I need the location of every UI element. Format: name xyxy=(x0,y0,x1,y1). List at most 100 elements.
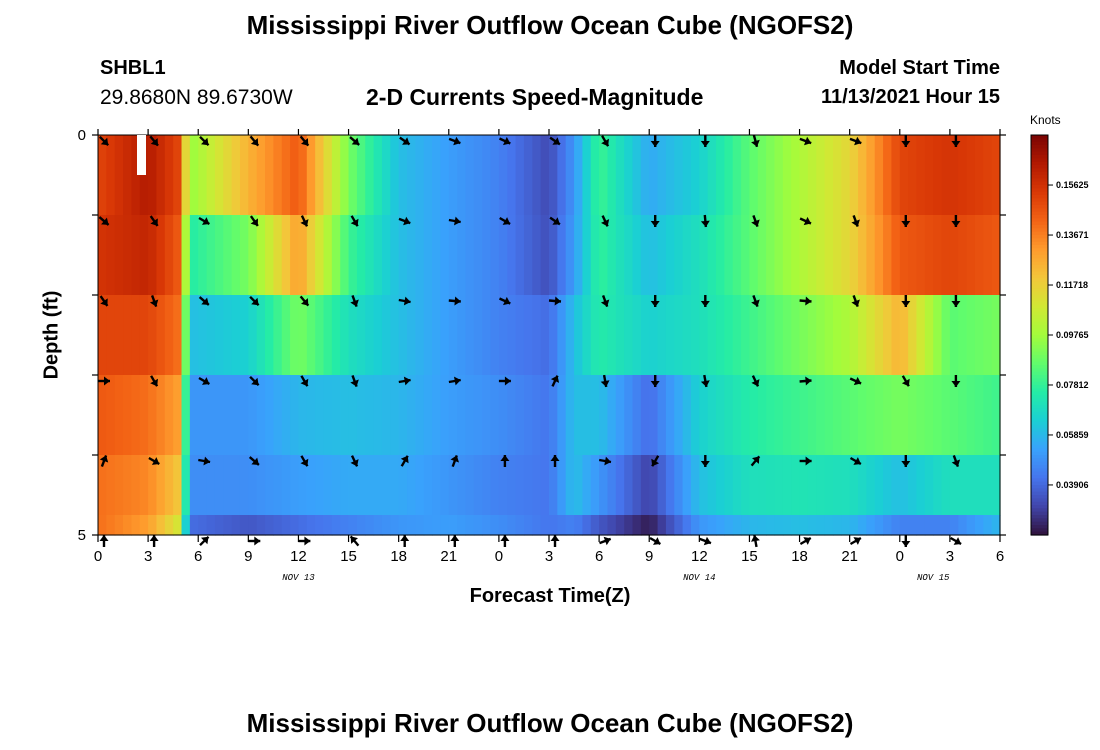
colorbar-segment xyxy=(1031,421,1048,426)
heatmap-cell xyxy=(782,215,792,296)
vector-head xyxy=(301,138,309,146)
colorbar-segment xyxy=(1031,275,1048,279)
heatmap-cell xyxy=(432,455,442,516)
heatmap-cell xyxy=(373,515,383,536)
colorbar-segment xyxy=(1031,311,1048,316)
heatmap-cell xyxy=(908,135,918,216)
current-vector xyxy=(600,294,610,308)
colorbar-segment xyxy=(1031,488,1048,493)
heatmap-cell xyxy=(273,215,283,296)
colorbar-segment xyxy=(1031,185,1048,189)
current-vector xyxy=(550,375,560,387)
heatmap-cell xyxy=(832,135,842,216)
colorbar-segment xyxy=(1031,168,1048,173)
heatmap-cell xyxy=(849,515,859,536)
heatmap-cell xyxy=(983,375,993,456)
current-vector xyxy=(248,536,261,546)
heatmap-cell xyxy=(941,375,951,456)
heatmap-cell xyxy=(265,135,274,216)
heatmap-cell xyxy=(256,375,266,456)
second-chart-title: Mississippi River Outflow Ocean Cube (NG… xyxy=(246,708,854,738)
heatmap-cell xyxy=(599,455,609,516)
colorbar-segment xyxy=(1031,231,1048,236)
heatmap-cell xyxy=(298,135,308,216)
heatmap-cell xyxy=(131,455,141,516)
heatmap-cell xyxy=(340,515,350,536)
vector-head xyxy=(304,536,311,546)
heatmap-cell xyxy=(457,375,467,456)
heatmap-cell xyxy=(356,215,366,296)
heatmap-cell xyxy=(565,375,575,456)
x-tick-label: 0 xyxy=(896,548,904,565)
heatmap-row xyxy=(98,135,1001,216)
colorbar-segment xyxy=(1031,285,1048,289)
heatmap-cell xyxy=(273,515,283,536)
heatmap-cell xyxy=(198,215,208,296)
heatmap-cell xyxy=(657,215,667,296)
heatmap-cell xyxy=(874,295,884,376)
heatmap-cell xyxy=(607,455,617,516)
vector-head xyxy=(700,220,710,227)
heatmap-cell xyxy=(707,455,717,516)
heatmap-cell xyxy=(983,515,993,536)
colorbar-segment xyxy=(1031,248,1048,253)
current-vector xyxy=(199,535,210,547)
vector-head xyxy=(400,455,409,464)
heatmap-cell xyxy=(189,295,199,376)
colorbar-segment xyxy=(1031,451,1048,456)
heatmap-cell xyxy=(574,515,584,536)
colorbar-segment xyxy=(1031,351,1048,356)
heatmap-cell xyxy=(958,215,968,296)
heatmap-cell xyxy=(766,455,776,516)
heatmap-cell xyxy=(933,215,943,296)
colorbar-segment xyxy=(1031,255,1048,259)
colorbar-segment xyxy=(1031,181,1048,186)
vector-head xyxy=(752,456,760,464)
heatmap-cell xyxy=(448,455,458,516)
y-tick-label: 5 xyxy=(78,527,86,544)
heatmap-cell xyxy=(757,215,767,296)
colorbar-segment xyxy=(1031,388,1048,393)
heatmap-cell xyxy=(123,135,133,216)
vector-head xyxy=(150,378,158,387)
heatmap-cell xyxy=(139,135,149,216)
heatmap-cell xyxy=(390,215,400,296)
current-vector xyxy=(350,215,359,227)
heatmap-cell xyxy=(599,375,609,456)
heatmap-cell xyxy=(991,295,1001,376)
heatmap-cell xyxy=(98,515,107,536)
current-vector xyxy=(448,376,461,386)
heatmap-cell xyxy=(423,515,433,536)
heatmap-cell xyxy=(941,215,951,296)
current-vector xyxy=(500,535,510,547)
current-vector xyxy=(851,214,860,228)
heatmap-cell xyxy=(265,295,274,376)
heatmap-cell xyxy=(966,375,976,456)
vector-head xyxy=(651,458,660,467)
heatmap-cell xyxy=(632,295,642,376)
heatmap-cell xyxy=(473,135,483,216)
heatmap-cell xyxy=(849,215,859,296)
heatmap-cell xyxy=(991,515,1001,536)
vector-head xyxy=(350,459,359,467)
current-vector xyxy=(398,216,411,226)
current-vector xyxy=(549,216,561,226)
heatmap-cell xyxy=(933,455,943,516)
colorbar-tick-label: 0.11718 xyxy=(1056,280,1088,290)
heatmap-cell xyxy=(356,455,366,516)
heatmap-cell xyxy=(164,375,174,456)
colorbar-segment xyxy=(1031,485,1048,489)
heatmap-cell xyxy=(164,215,174,296)
vector-head xyxy=(951,141,961,147)
current-vector xyxy=(601,215,610,227)
vector-head xyxy=(653,537,661,545)
heatmap-cell xyxy=(490,515,500,536)
current-vector xyxy=(498,136,511,146)
heatmap-cell xyxy=(891,135,901,216)
vector-head xyxy=(552,217,560,225)
heatmap-cell xyxy=(807,135,817,216)
heatmap-cell xyxy=(941,295,951,376)
x-tick-label: 15 xyxy=(340,548,357,565)
heatmap-cell xyxy=(949,135,959,216)
heatmap-cell xyxy=(490,375,500,456)
